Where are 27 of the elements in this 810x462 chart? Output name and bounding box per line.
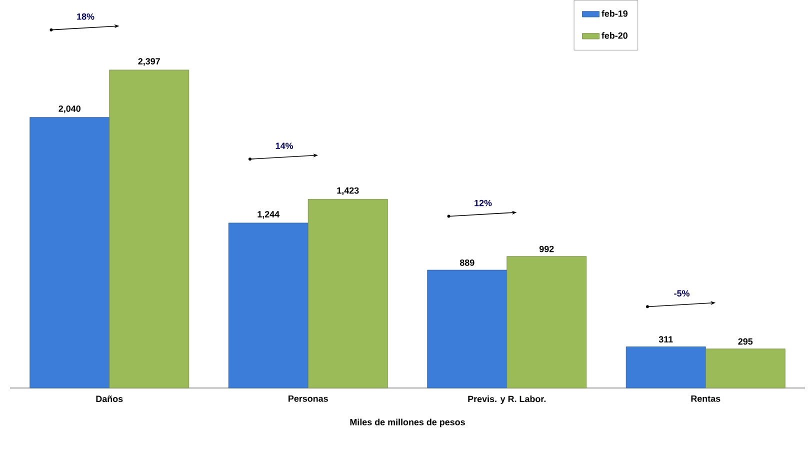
bar — [30, 117, 110, 388]
legend-label: feb-19 — [602, 10, 628, 17]
text: 18% — [77, 13, 94, 20]
bar — [626, 346, 706, 388]
bar — [506, 256, 587, 388]
x-tick-label: Rentas — [691, 396, 720, 402]
data-label: 1,244 — [258, 211, 280, 219]
bar — [228, 222, 308, 388]
data-label: 1,423 — [337, 187, 359, 195]
bar — [308, 198, 388, 388]
x-axis-title: Miles de millones de pesos — [350, 418, 465, 428]
legend-label: feb-20 — [602, 32, 628, 39]
bar — [705, 348, 786, 388]
data-label: 2,397 — [138, 58, 160, 66]
annotation: -5% — [674, 290, 690, 297]
data-label: 2,040 — [58, 105, 80, 114]
x-tick-label: Personas — [288, 396, 328, 402]
data-label: 295 — [738, 338, 753, 345]
bar — [109, 70, 190, 388]
data-label: 889 — [460, 259, 474, 266]
x-tick-label: Daños — [96, 396, 123, 402]
bar — [427, 270, 508, 388]
data-label: 311 — [658, 336, 673, 343]
data-label: 992 — [539, 246, 554, 252]
annotation: 12% — [474, 200, 492, 206]
annotation: 14% — [276, 142, 294, 149]
x-tick-label: Previs. y R. Labor. — [468, 396, 546, 404]
